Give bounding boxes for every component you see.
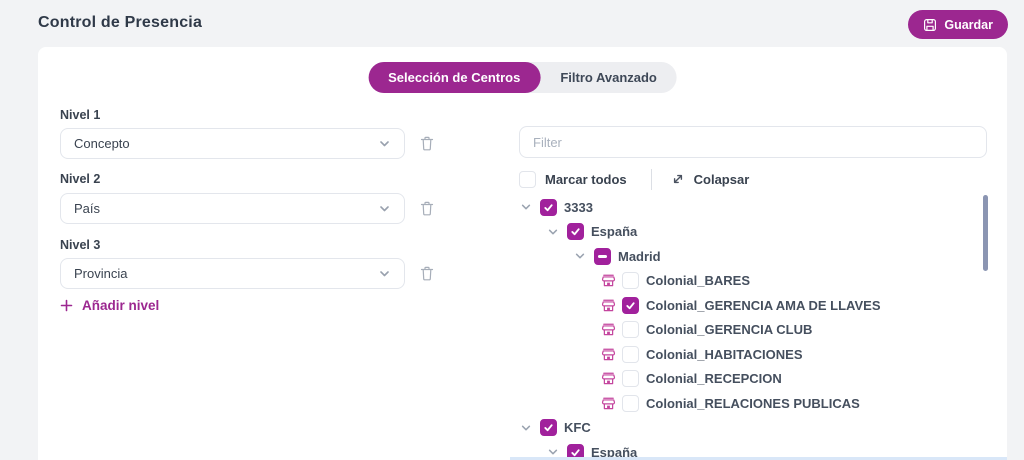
tree-node-label[interactable]: Madrid bbox=[618, 248, 661, 264]
tree-checkbox[interactable] bbox=[622, 321, 639, 339]
collapse-label[interactable]: Colapsar bbox=[693, 171, 750, 187]
tree-row: Colonial_GERENCIA CLUB bbox=[519, 318, 985, 343]
tree-node-label[interactable]: Colonial_RECEPCION bbox=[646, 371, 782, 387]
nivel-2-select-value: País bbox=[74, 201, 101, 216]
tree-node-label[interactable]: KFC bbox=[564, 420, 591, 436]
tab-group: Selección de Centros Filtro Avanzado bbox=[368, 62, 677, 93]
nivel-3-select-value: Provincia bbox=[74, 266, 128, 281]
nivel-2-delete-button[interactable] bbox=[419, 199, 437, 218]
add-level-button[interactable]: Añadir nivel bbox=[60, 298, 159, 313]
trash-icon bbox=[419, 265, 437, 282]
tree-row: Colonial_GERENCIA AMA DE LLAVES bbox=[519, 293, 985, 318]
chevron-down-icon[interactable] bbox=[546, 446, 560, 457]
page-title: Control de Presencia bbox=[38, 14, 203, 31]
horizontal-scrollbar[interactable] bbox=[510, 457, 1007, 460]
tree-row: España bbox=[519, 440, 985, 457]
chevron-down-icon bbox=[378, 137, 391, 150]
chevron-down-icon bbox=[378, 202, 391, 215]
tree-node-label[interactable]: Colonial_BARES bbox=[646, 273, 751, 289]
tree-row: Colonial_BARES bbox=[519, 269, 985, 294]
store-icon bbox=[600, 322, 616, 337]
tree-checkbox[interactable] bbox=[622, 370, 639, 388]
main-card: Selección de Centros Filtro Avanzado Niv… bbox=[38, 47, 1007, 460]
tree-checkbox[interactable] bbox=[622, 345, 639, 363]
nivel-1-select-value: Concepto bbox=[74, 136, 130, 151]
tree-row: Colonial_HABITACIONES bbox=[519, 342, 985, 367]
chevron-down-icon bbox=[378, 267, 391, 280]
save-button[interactable]: Guardar bbox=[908, 10, 1008, 39]
nivel-3-delete-button[interactable] bbox=[419, 264, 437, 283]
tree-checkbox[interactable] bbox=[567, 443, 584, 457]
vertical-scrollbar-thumb[interactable] bbox=[983, 195, 988, 271]
tree-checkbox[interactable] bbox=[622, 394, 639, 412]
tree-row: 3333 bbox=[519, 195, 985, 220]
tree-row: KFC bbox=[519, 416, 985, 441]
trash-icon bbox=[419, 200, 437, 217]
tree-node-label[interactable]: España bbox=[591, 444, 638, 457]
filter-input[interactable] bbox=[519, 126, 987, 158]
store-icon bbox=[600, 347, 616, 362]
tree-node-label[interactable]: Colonial_GERENCIA CLUB bbox=[646, 322, 813, 338]
chevron-down-icon[interactable] bbox=[519, 201, 533, 213]
tree-checkbox[interactable] bbox=[540, 419, 557, 437]
chevron-down-icon[interactable] bbox=[573, 250, 587, 262]
tree-node-label[interactable]: Colonial_HABITACIONES bbox=[646, 346, 803, 362]
tree-checkbox[interactable] bbox=[622, 272, 639, 290]
tab-seleccion-de-centros[interactable]: Selección de Centros bbox=[368, 62, 541, 93]
tree: 3333 España bbox=[519, 195, 985, 457]
tree-node-label[interactable]: Colonial_GERENCIA AMA DE LLAVES bbox=[646, 297, 881, 313]
tree-checkbox[interactable] bbox=[594, 247, 611, 265]
chevron-down-icon[interactable] bbox=[519, 422, 533, 434]
collapse-arrows-icon[interactable] bbox=[671, 172, 685, 186]
save-floppy-icon bbox=[923, 18, 937, 32]
select-all-label[interactable]: Marcar todos bbox=[545, 171, 627, 187]
tree-checkbox[interactable] bbox=[622, 296, 639, 314]
tree-node-label[interactable]: Colonial_RELACIONES PUBLICAS bbox=[646, 395, 860, 411]
tree-controls: Marcar todos Colapsar bbox=[519, 168, 749, 190]
tree-checkbox[interactable] bbox=[567, 223, 584, 241]
chevron-down-icon[interactable] bbox=[546, 226, 560, 238]
store-icon bbox=[600, 273, 616, 288]
tree-row: Colonial_RECEPCION bbox=[519, 367, 985, 392]
nivel-3-label: Nivel 3 bbox=[60, 238, 101, 252]
nivel-1-select[interactable]: Concepto bbox=[60, 128, 405, 159]
nivel-1-label: Nivel 1 bbox=[60, 108, 101, 122]
add-level-label: Añadir nivel bbox=[82, 298, 160, 313]
nivel-1-delete-button[interactable] bbox=[419, 134, 437, 153]
nivel-2-label: Nivel 2 bbox=[60, 172, 101, 186]
plus-icon bbox=[60, 299, 73, 312]
store-icon bbox=[600, 396, 616, 411]
nivel-2-select[interactable]: País bbox=[60, 193, 405, 224]
nivel-3-select[interactable]: Provincia bbox=[60, 258, 405, 289]
divider bbox=[650, 168, 652, 190]
tree-checkbox[interactable] bbox=[540, 198, 557, 216]
trash-icon bbox=[419, 135, 437, 152]
tree-row: Colonial_RELACIONES PUBLICAS bbox=[519, 391, 985, 416]
select-all-checkbox[interactable] bbox=[519, 170, 536, 188]
tree-node-label[interactable]: 3333 bbox=[564, 199, 593, 215]
store-icon bbox=[600, 298, 616, 313]
tree-row: España bbox=[519, 220, 985, 245]
tree-row: Madrid bbox=[519, 244, 985, 269]
store-icon bbox=[600, 371, 616, 386]
tab-filtro-avanzado[interactable]: Filtro Avanzado bbox=[560, 70, 657, 85]
save-button-label: Guardar bbox=[944, 17, 993, 32]
tree-node-label[interactable]: España bbox=[591, 224, 638, 240]
